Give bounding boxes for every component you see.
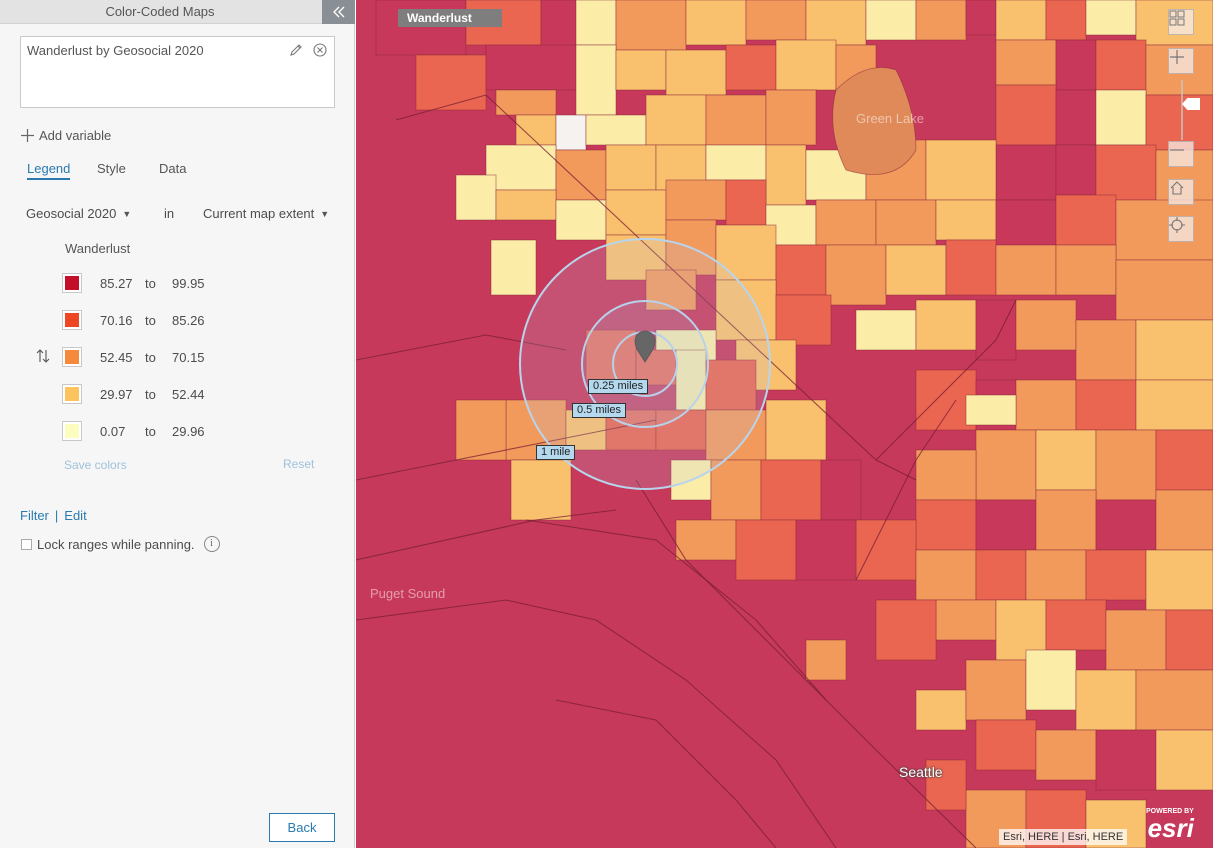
map-title-text: Wanderlust by Geosocial 2020 [27,43,204,58]
zoom-out-button[interactable] [1168,141,1194,167]
color-swatch[interactable] [62,421,82,441]
back-button[interactable]: Back [269,813,335,842]
home-icon [1170,181,1184,195]
tab-style[interactable]: Style [97,161,126,176]
save-colors-link[interactable]: Save colors [64,458,127,472]
lock-ranges-label: Lock ranges while panning. [37,536,195,552]
collapse-panel-button[interactable] [322,0,355,24]
map-title-field[interactable]: Wanderlust by Geosocial 2020 [20,36,335,108]
zoom-slider-handle[interactable] [1182,98,1200,110]
legend-row: 52.45 to 70.15 [62,346,205,368]
pencil-icon[interactable] [288,42,304,61]
legend-row: 85.27 to 99.95 [62,272,205,294]
extent-dropdown[interactable]: Current map extent ▼ [203,206,329,221]
esri-powered-by-text: POWERED BY [1146,808,1194,815]
color-swatch[interactable] [62,310,82,330]
lock-ranges-checkbox[interactable] [21,538,32,550]
range-min: 29.97 [100,386,133,402]
map-view[interactable]: Wanderlust Green Lake Puget Sound Seattl… [356,0,1213,848]
dataset-dropdown[interactable]: Geosocial 2020 ▼ [26,206,131,221]
place-label-city: Seattle [899,764,943,780]
edit-link[interactable]: Edit [64,508,87,523]
lock-ranges-option: Lock ranges while panning. i [21,536,220,552]
separator: | [54,508,59,523]
place-label-lake: Green Lake [856,111,924,126]
range-to-label: to [145,386,156,402]
range-to-label: to [145,349,156,365]
map-layer-title: Wanderlust [398,9,502,27]
range-max: 52.44 [172,386,205,402]
locate-button[interactable] [1168,216,1194,242]
locate-icon [1169,217,1185,233]
dataset-value: Geosocial 2020 [26,206,117,221]
panel-title: Color-Coded Maps [105,4,215,19]
extent-value: Current map extent [203,206,315,221]
range-max: 29.96 [172,423,205,439]
esri-brand-text: esri [1147,813,1194,843]
double-chevron-left-icon [332,6,344,18]
zoom-out-icon [1170,149,1184,151]
tab-legend[interactable]: Legend [27,161,71,180]
add-variable-button[interactable]: Add variable [20,128,111,143]
home-button[interactable] [1168,179,1194,205]
zoom-slider-track[interactable] [1181,80,1183,140]
legend-title: Wanderlust [65,241,131,256]
ring-label-half-mile: 0.5 miles [572,403,627,418]
range-to-label: to [145,275,156,291]
range-to-label: to [145,423,156,439]
info-icon[interactable]: i [203,536,220,552]
in-label: in [164,206,175,221]
esri-logo[interactable]: POWERED BY esri [1146,808,1194,841]
range-min: 85.27 [100,275,133,291]
legend-row: 29.97 to 52.44 [62,383,205,405]
zoom-in-button[interactable] [1168,48,1194,74]
clear-circle-x-icon[interactable] [312,42,328,61]
filter-link[interactable]: Filter [20,508,49,523]
swap-arrows-icon[interactable] [35,348,51,367]
basemap-gallery-icon [1169,10,1185,26]
tab-data[interactable]: Data [159,161,187,176]
range-to-label: to [145,312,156,328]
filter-edit-links: Filter | Edit [20,508,87,523]
plus-icon [21,129,34,142]
color-swatch[interactable] [62,384,82,404]
legend-row: 0.07 to 29.96 [62,420,205,442]
range-max: 85.26 [172,312,205,328]
basemap-gallery-button[interactable] [1168,9,1194,35]
panel-header: Color-Coded Maps [0,0,355,24]
range-max: 70.15 [172,349,205,365]
zoom-in-icon [1170,50,1184,64]
color-coded-maps-panel: Color-Coded Maps Wanderlust by Geosocial… [0,0,355,848]
color-swatch[interactable] [62,347,82,367]
add-variable-label: Add variable [39,128,112,143]
range-min: 0.07 [100,423,126,439]
choropleth-map[interactable] [356,0,1213,848]
reset-link[interactable]: Reset [283,457,315,471]
place-label-sound: Puget Sound [370,586,446,601]
caret-down-icon: ▼ [320,208,330,219]
caret-down-icon: ▼ [122,208,132,219]
legend-row: 70.16 to 85.26 [62,309,205,331]
color-swatch[interactable] [62,273,82,293]
ring-label-quarter-mile: 0.25 miles [588,379,649,394]
map-attribution[interactable]: Esri, HERE | Esri, HERE [999,829,1128,845]
ring-label-one-mile: 1 mile [536,445,576,460]
range-min: 52.45 [100,349,133,365]
range-min: 70.16 [100,312,133,328]
location-pin-icon[interactable] [634,330,656,363]
range-max: 99.95 [172,275,205,291]
